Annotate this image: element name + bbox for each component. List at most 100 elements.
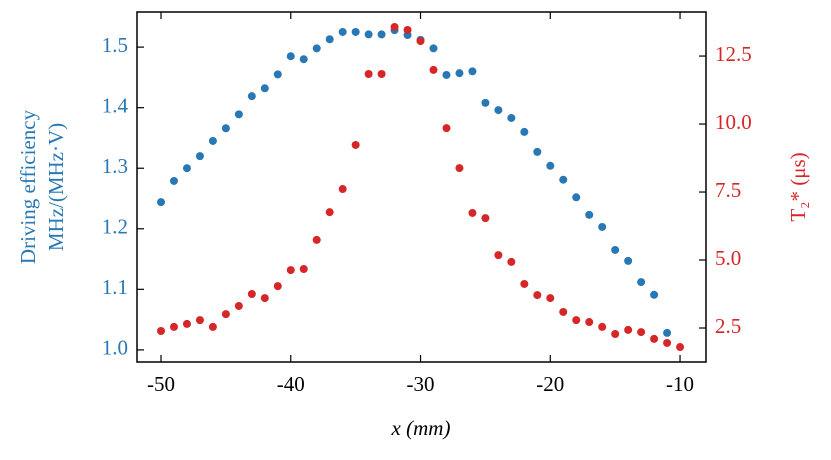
y-tick-label: 1.3 xyxy=(102,154,128,178)
y-tick-label: 1.0 xyxy=(102,336,128,360)
data-point xyxy=(598,322,607,331)
data-point xyxy=(221,310,230,319)
data-point xyxy=(299,264,308,273)
data-point xyxy=(351,27,360,36)
data-point xyxy=(624,256,633,265)
data-point xyxy=(234,301,243,310)
data-point xyxy=(468,67,477,76)
y-axis-label: Driving efficiency xyxy=(16,109,40,264)
data-point xyxy=(429,44,438,53)
y2-tick-label: 10.0 xyxy=(715,110,752,134)
y2-axis-label: T₂* (μs) xyxy=(786,152,810,221)
data-point xyxy=(260,84,269,93)
data-point xyxy=(624,325,633,334)
data-point xyxy=(572,193,581,202)
data-point xyxy=(364,30,373,39)
data-point xyxy=(247,290,256,299)
x-tick-label: -30 xyxy=(407,372,435,396)
data-point xyxy=(195,316,204,325)
data-point xyxy=(598,222,607,231)
data-point xyxy=(455,164,464,173)
data-point xyxy=(507,113,516,122)
data-point xyxy=(533,291,542,300)
data-point xyxy=(637,278,646,287)
data-point xyxy=(650,290,659,299)
x-tick-label: -20 xyxy=(536,372,564,396)
data-point xyxy=(559,307,568,316)
data-point xyxy=(416,37,425,46)
data-point xyxy=(260,294,269,303)
x-axis-label: x (mm) xyxy=(391,416,451,440)
y2-tick-label: 7.5 xyxy=(715,178,741,202)
data-point xyxy=(325,208,334,217)
data-point xyxy=(507,257,516,266)
data-point xyxy=(637,328,646,337)
y-tick-label: 1.5 xyxy=(102,33,128,57)
data-point xyxy=(494,251,503,260)
data-point xyxy=(650,334,659,343)
data-point xyxy=(169,322,178,331)
data-point xyxy=(273,282,282,291)
data-point xyxy=(364,70,373,79)
data-point xyxy=(312,44,321,53)
y-tick-label: 1.4 xyxy=(102,93,129,117)
data-point xyxy=(468,208,477,217)
data-point xyxy=(286,52,295,61)
y-tick-label: 1.2 xyxy=(102,215,128,239)
plot-frame xyxy=(136,11,707,363)
data-point xyxy=(273,70,282,79)
data-point xyxy=(520,279,529,288)
data-point xyxy=(247,92,256,101)
data-point xyxy=(663,338,672,347)
data-point xyxy=(338,185,347,194)
data-point xyxy=(299,55,308,64)
data-point xyxy=(338,27,347,36)
data-point xyxy=(169,176,178,185)
data-point xyxy=(157,326,166,335)
data-point xyxy=(390,22,399,31)
data-point xyxy=(403,25,412,34)
y2-tick-label: 2.5 xyxy=(715,314,741,338)
data-point xyxy=(442,124,451,133)
data-point xyxy=(572,316,581,325)
data-point xyxy=(234,110,243,119)
data-point xyxy=(442,70,451,79)
data-point xyxy=(182,319,191,328)
data-point xyxy=(157,198,166,207)
data-point xyxy=(546,294,555,303)
x-tick-label: -40 xyxy=(277,372,305,396)
data-point xyxy=(312,235,321,244)
data-point xyxy=(208,136,217,145)
data-point xyxy=(377,30,386,39)
data-point xyxy=(481,214,490,223)
data-point xyxy=(520,127,529,136)
data-point xyxy=(611,329,620,338)
data-point xyxy=(195,152,204,161)
data-point xyxy=(663,328,672,337)
y2-tick-label: 5.0 xyxy=(715,246,741,270)
data-point xyxy=(546,161,555,170)
x-tick-label: -10 xyxy=(666,372,694,396)
y2-tick-label: 12.5 xyxy=(715,42,752,66)
data-point xyxy=(377,70,386,79)
data-point xyxy=(325,35,334,44)
data-point xyxy=(611,245,620,254)
data-point xyxy=(286,266,295,275)
data-point xyxy=(208,322,217,331)
y-tick-label: 1.1 xyxy=(102,275,128,299)
data-point xyxy=(429,65,438,74)
data-point xyxy=(182,164,191,173)
data-point xyxy=(481,98,490,107)
data-point xyxy=(221,124,230,133)
data-point xyxy=(676,343,685,352)
y-axis-label: MHz/(MHz·V) xyxy=(44,123,68,251)
data-point xyxy=(585,210,594,219)
data-point xyxy=(559,175,568,184)
data-point xyxy=(494,106,503,115)
data-point xyxy=(585,318,594,327)
data-point xyxy=(455,69,464,78)
data-point xyxy=(533,147,542,156)
data-point xyxy=(351,140,360,149)
